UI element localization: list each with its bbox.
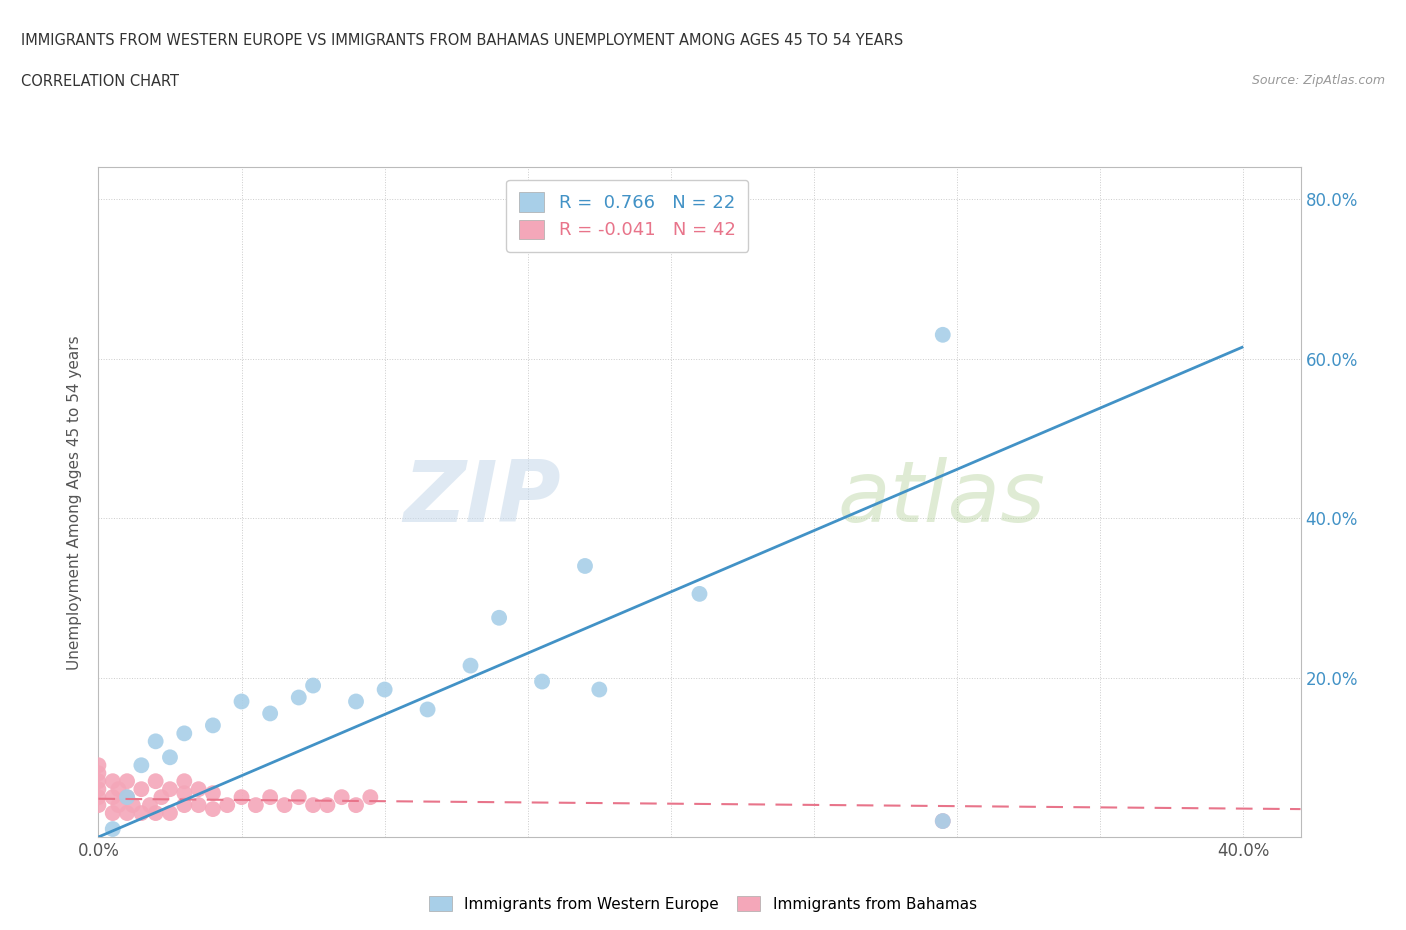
- Point: [588, 682, 610, 697]
- Point: [374, 682, 396, 697]
- Point: [139, 798, 162, 813]
- Text: CORRELATION CHART: CORRELATION CHART: [21, 74, 179, 89]
- Point: [145, 734, 167, 749]
- Point: [145, 805, 167, 820]
- Text: ZIP: ZIP: [404, 458, 561, 540]
- Point: [87, 790, 110, 804]
- Point: [115, 790, 138, 804]
- Point: [145, 774, 167, 789]
- Point: [288, 690, 311, 705]
- Point: [101, 805, 124, 820]
- Point: [932, 814, 955, 829]
- Point: [932, 327, 955, 342]
- Point: [173, 798, 195, 813]
- Point: [574, 559, 596, 574]
- Point: [231, 790, 253, 804]
- Point: [273, 798, 295, 813]
- Point: [107, 798, 129, 813]
- Point: [101, 790, 124, 804]
- Point: [187, 782, 209, 797]
- Point: [87, 758, 110, 773]
- Point: [302, 798, 325, 813]
- Point: [201, 802, 224, 817]
- Y-axis label: Unemployment Among Ages 45 to 54 years: Unemployment Among Ages 45 to 54 years: [67, 335, 83, 670]
- Point: [245, 798, 267, 813]
- Text: IMMIGRANTS FROM WESTERN EUROPE VS IMMIGRANTS FROM BAHAMAS UNEMPLOYMENT AMONG AGE: IMMIGRANTS FROM WESTERN EUROPE VS IMMIGR…: [21, 33, 903, 47]
- Point: [187, 798, 209, 813]
- Point: [359, 790, 381, 804]
- Point: [302, 678, 325, 693]
- Text: Source: ZipAtlas.com: Source: ZipAtlas.com: [1251, 74, 1385, 87]
- Point: [416, 702, 439, 717]
- Point: [115, 774, 138, 789]
- Point: [131, 758, 153, 773]
- Point: [87, 798, 110, 813]
- Point: [87, 765, 110, 780]
- Point: [115, 805, 138, 820]
- Point: [173, 786, 195, 801]
- Point: [159, 805, 181, 820]
- Point: [288, 790, 311, 804]
- Point: [87, 782, 110, 797]
- Point: [159, 750, 181, 764]
- Point: [932, 814, 955, 829]
- Point: [259, 790, 281, 804]
- Point: [316, 798, 339, 813]
- Point: [121, 798, 143, 813]
- Point: [344, 694, 367, 709]
- Point: [173, 774, 195, 789]
- Point: [488, 610, 510, 625]
- Point: [159, 782, 181, 797]
- Point: [531, 674, 554, 689]
- Point: [101, 774, 124, 789]
- Text: atlas: atlas: [838, 458, 1046, 540]
- Point: [344, 798, 367, 813]
- Point: [101, 821, 124, 836]
- Point: [201, 718, 224, 733]
- Point: [115, 790, 138, 804]
- Point: [107, 782, 129, 797]
- Legend: Immigrants from Western Europe, Immigrants from Bahamas: Immigrants from Western Europe, Immigran…: [423, 889, 983, 918]
- Point: [460, 658, 482, 673]
- Point: [689, 587, 711, 602]
- Legend: R =  0.766   N = 22, R = -0.041   N = 42: R = 0.766 N = 22, R = -0.041 N = 42: [506, 179, 748, 252]
- Point: [131, 782, 153, 797]
- Point: [330, 790, 353, 804]
- Point: [173, 726, 195, 741]
- Point: [87, 774, 110, 789]
- Point: [201, 786, 224, 801]
- Point: [259, 706, 281, 721]
- Point: [231, 694, 253, 709]
- Point: [217, 798, 239, 813]
- Point: [150, 790, 173, 804]
- Point: [131, 805, 153, 820]
